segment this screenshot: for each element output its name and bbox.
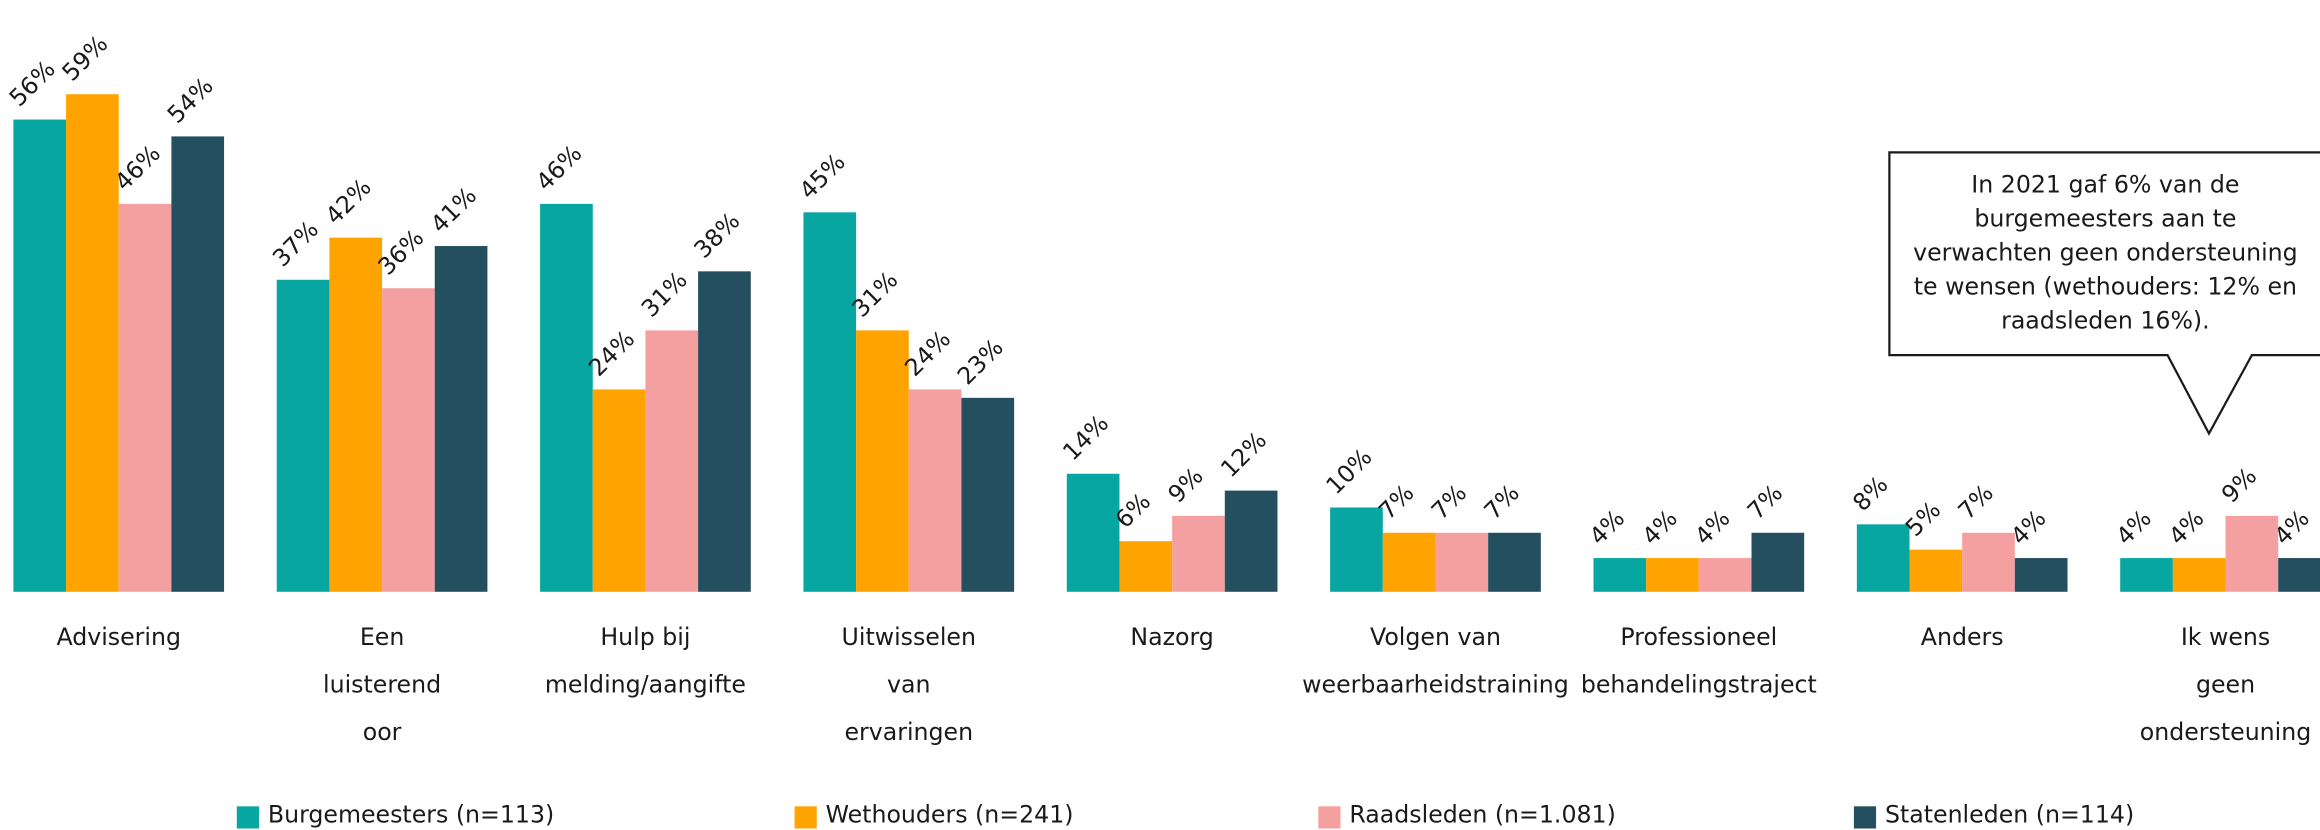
- bar: [592, 389, 646, 592]
- bar: [1330, 507, 1383, 592]
- data-label: 12%: [1215, 426, 1272, 483]
- data-label: 45%: [794, 148, 851, 205]
- bar: [540, 203, 593, 592]
- data-label: 7%: [1426, 479, 1472, 525]
- bar: [276, 279, 330, 592]
- x-tick-label: Anders: [1921, 623, 2004, 651]
- bar: [1962, 532, 2015, 592]
- bar: [1751, 532, 1805, 592]
- bar: [1382, 532, 1436, 592]
- data-label: 4%: [1584, 504, 1630, 550]
- x-tick-label: Professioneel behandelingstraject: [1581, 623, 1817, 698]
- x-tick-label: Hulp bij melding/aangifte: [545, 623, 746, 698]
- data-label: 23%: [952, 333, 1009, 390]
- x-tick-label: Ik wens geen ondersteuning: [2140, 623, 2312, 746]
- bar: [698, 271, 751, 592]
- bar: [434, 246, 488, 592]
- bar: [856, 330, 909, 592]
- legend-label: Raadsleden (n=1.081): [1349, 801, 1615, 829]
- data-label: 56%: [4, 55, 61, 112]
- bar: [1435, 532, 1489, 592]
- legend-swatch: [1853, 806, 1877, 829]
- legend-swatch: [794, 806, 817, 829]
- bar: [803, 212, 857, 592]
- x-tick-label: Uitwisselen van ervaringen: [842, 623, 976, 746]
- data-label: 10%: [1321, 443, 1378, 500]
- data-label: 54%: [162, 72, 219, 129]
- bar: [2120, 558, 2173, 592]
- bar: [961, 397, 1015, 592]
- bar: [1856, 524, 1910, 592]
- data-label: 41%: [425, 181, 482, 238]
- bar: [2225, 515, 2279, 592]
- data-label: 37%: [267, 215, 324, 272]
- data-label: 4%: [1637, 504, 1683, 550]
- data-label: 14%: [1057, 409, 1114, 466]
- bar: [13, 119, 67, 592]
- bar: [2014, 558, 2068, 592]
- legend-label: Wethouders (n=241): [826, 801, 1074, 829]
- data-label: 8%: [1847, 470, 1893, 516]
- bar: [908, 389, 962, 592]
- data-label: 7%: [1953, 479, 1999, 525]
- legend-swatch: [1318, 806, 1341, 829]
- data-label: 4%: [2163, 504, 2209, 550]
- bar: [1593, 558, 1647, 592]
- bar: [1698, 558, 1752, 592]
- bar: [1488, 532, 1541, 592]
- x-tick-label: Een luisterend oor: [323, 623, 441, 746]
- data-label: 31%: [636, 266, 693, 323]
- data-label: 42%: [320, 173, 377, 230]
- bar: [1909, 549, 1963, 592]
- bar: [171, 136, 225, 592]
- legend-label: Statenleden (n=114): [1885, 801, 2134, 829]
- bar: [382, 288, 435, 592]
- bar: [2172, 558, 2226, 592]
- legend-label: Burgemeesters (n=113): [268, 801, 554, 829]
- data-label: 7%: [1742, 479, 1788, 525]
- data-label: 59%: [56, 30, 113, 87]
- legend-swatch: [236, 806, 259, 829]
- data-label: 46%: [530, 139, 587, 196]
- x-tick-label: Advisering: [56, 623, 181, 651]
- data-label: 9%: [2216, 462, 2262, 508]
- bar: [329, 237, 383, 592]
- callout-box: [1888, 151, 2320, 436]
- bar: [2278, 558, 2320, 592]
- bar: [118, 203, 172, 592]
- annotation: In 2021 gaf 6% van de burgemeesters aan t…: [1913, 170, 2298, 334]
- data-label: 38%: [688, 207, 745, 264]
- data-label: 9%: [1162, 462, 1208, 508]
- data-label: 4%: [2111, 504, 2157, 550]
- bar: [1646, 558, 1699, 592]
- bar: [1119, 541, 1173, 592]
- x-tick-label: Volgen van weerbaarheidstraining: [1302, 623, 1569, 698]
- bar: [66, 94, 119, 592]
- x-tick-label: Nazorg: [1130, 623, 1213, 651]
- bar: [1066, 473, 1120, 592]
- data-label: 7%: [1479, 479, 1525, 525]
- bar: [1224, 490, 1278, 592]
- bar: [1172, 515, 1225, 592]
- bar: [645, 330, 699, 592]
- data-label: 4%: [1689, 504, 1735, 550]
